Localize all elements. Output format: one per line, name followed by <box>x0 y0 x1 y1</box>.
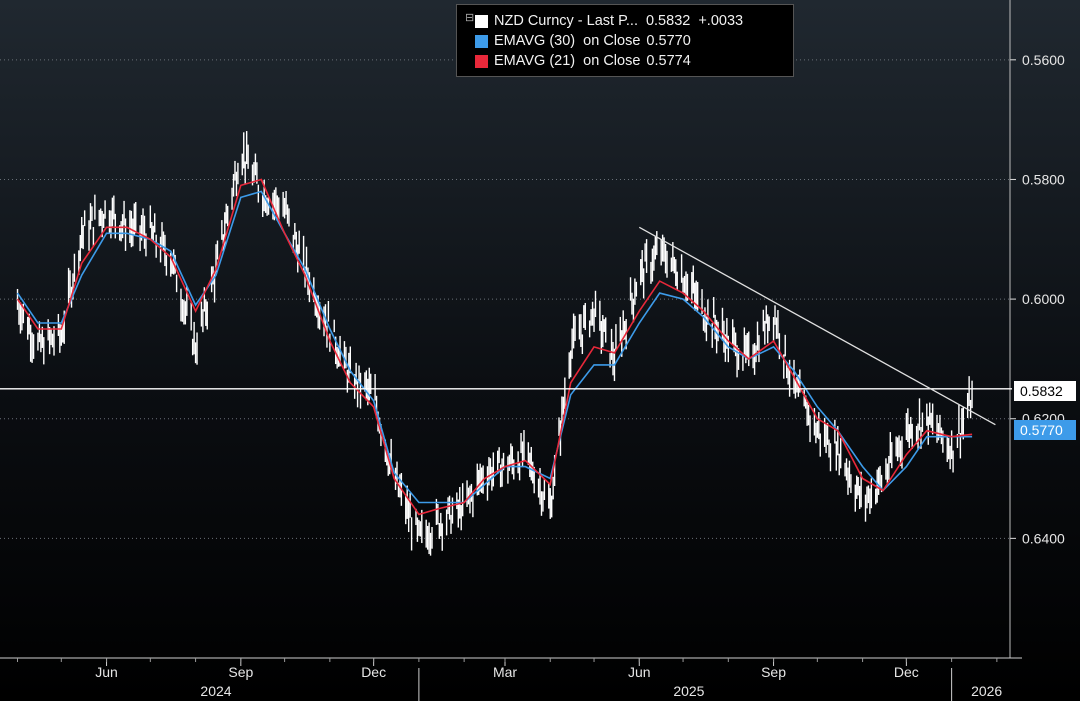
legend-swatch-price <box>475 14 488 28</box>
collapse-icon[interactable]: ⊟ <box>465 12 475 24</box>
x-tick-label: Mar <box>493 664 517 680</box>
legend-row-ema30[interactable]: EMAVG (30) on Close 0.5770 <box>465 31 691 51</box>
legend-value-ema21: 0.5774 <box>646 53 691 69</box>
legend-value-price: 0.5832 <box>645 13 691 29</box>
y-tick-label: 0.5600 <box>1022 52 1065 68</box>
x-tick-label: Dec <box>894 664 919 680</box>
ema30-price-tag: 0.5770 <box>1014 420 1076 440</box>
x-tick-label: Dec <box>361 664 386 680</box>
ema-lines <box>16 178 973 516</box>
legend-label-ema30: EMAVG (30) on Close <box>494 33 641 49</box>
x-axis: Jun Sep Dec Mar Jun Sep Dec 2024 2025 2026 <box>0 657 1022 701</box>
legend-label-ema21: EMAVG (21) on Close <box>494 53 641 69</box>
ema21-line <box>16 178 973 516</box>
legend-swatch-ema30 <box>475 34 488 48</box>
year-label: 2026 <box>971 683 1002 699</box>
legend-row-price[interactable]: ⊟ NZD Curncy - Last P... 0.5832 +.0033 <box>465 11 743 31</box>
annotation-lines <box>0 226 1012 426</box>
legend-swatch-ema21 <box>475 54 488 68</box>
y-tick-label: 0.6400 <box>1022 530 1065 546</box>
y-tick-label: 0.6000 <box>1022 291 1065 307</box>
last-price-tag: 0.5832 <box>1014 381 1076 401</box>
ema30-line <box>16 190 973 504</box>
legend-row-ema21[interactable]: EMAVG (21) on Close 0.5774 <box>465 51 691 71</box>
legend-label-price: NZD Curncy - Last P... <box>494 13 638 29</box>
x-tick-label: Jun <box>628 664 651 680</box>
y-tick-label: 0.5800 <box>1022 171 1065 187</box>
x-tick-label: Sep <box>761 664 786 680</box>
x-tick-label: Sep <box>228 664 253 680</box>
year-label: 2024 <box>200 683 231 699</box>
price-bars <box>16 131 973 556</box>
x-tick-label: Jun <box>95 664 118 680</box>
legend-box[interactable]: ⊟ NZD Curncy - Last P... 0.5832 +.0033 E… <box>456 4 794 77</box>
legend-change-price: +.0033 <box>698 13 744 29</box>
trend-line <box>638 226 996 426</box>
year-label: 2025 <box>673 683 704 699</box>
legend-value-ema30: 0.5770 <box>646 33 691 49</box>
